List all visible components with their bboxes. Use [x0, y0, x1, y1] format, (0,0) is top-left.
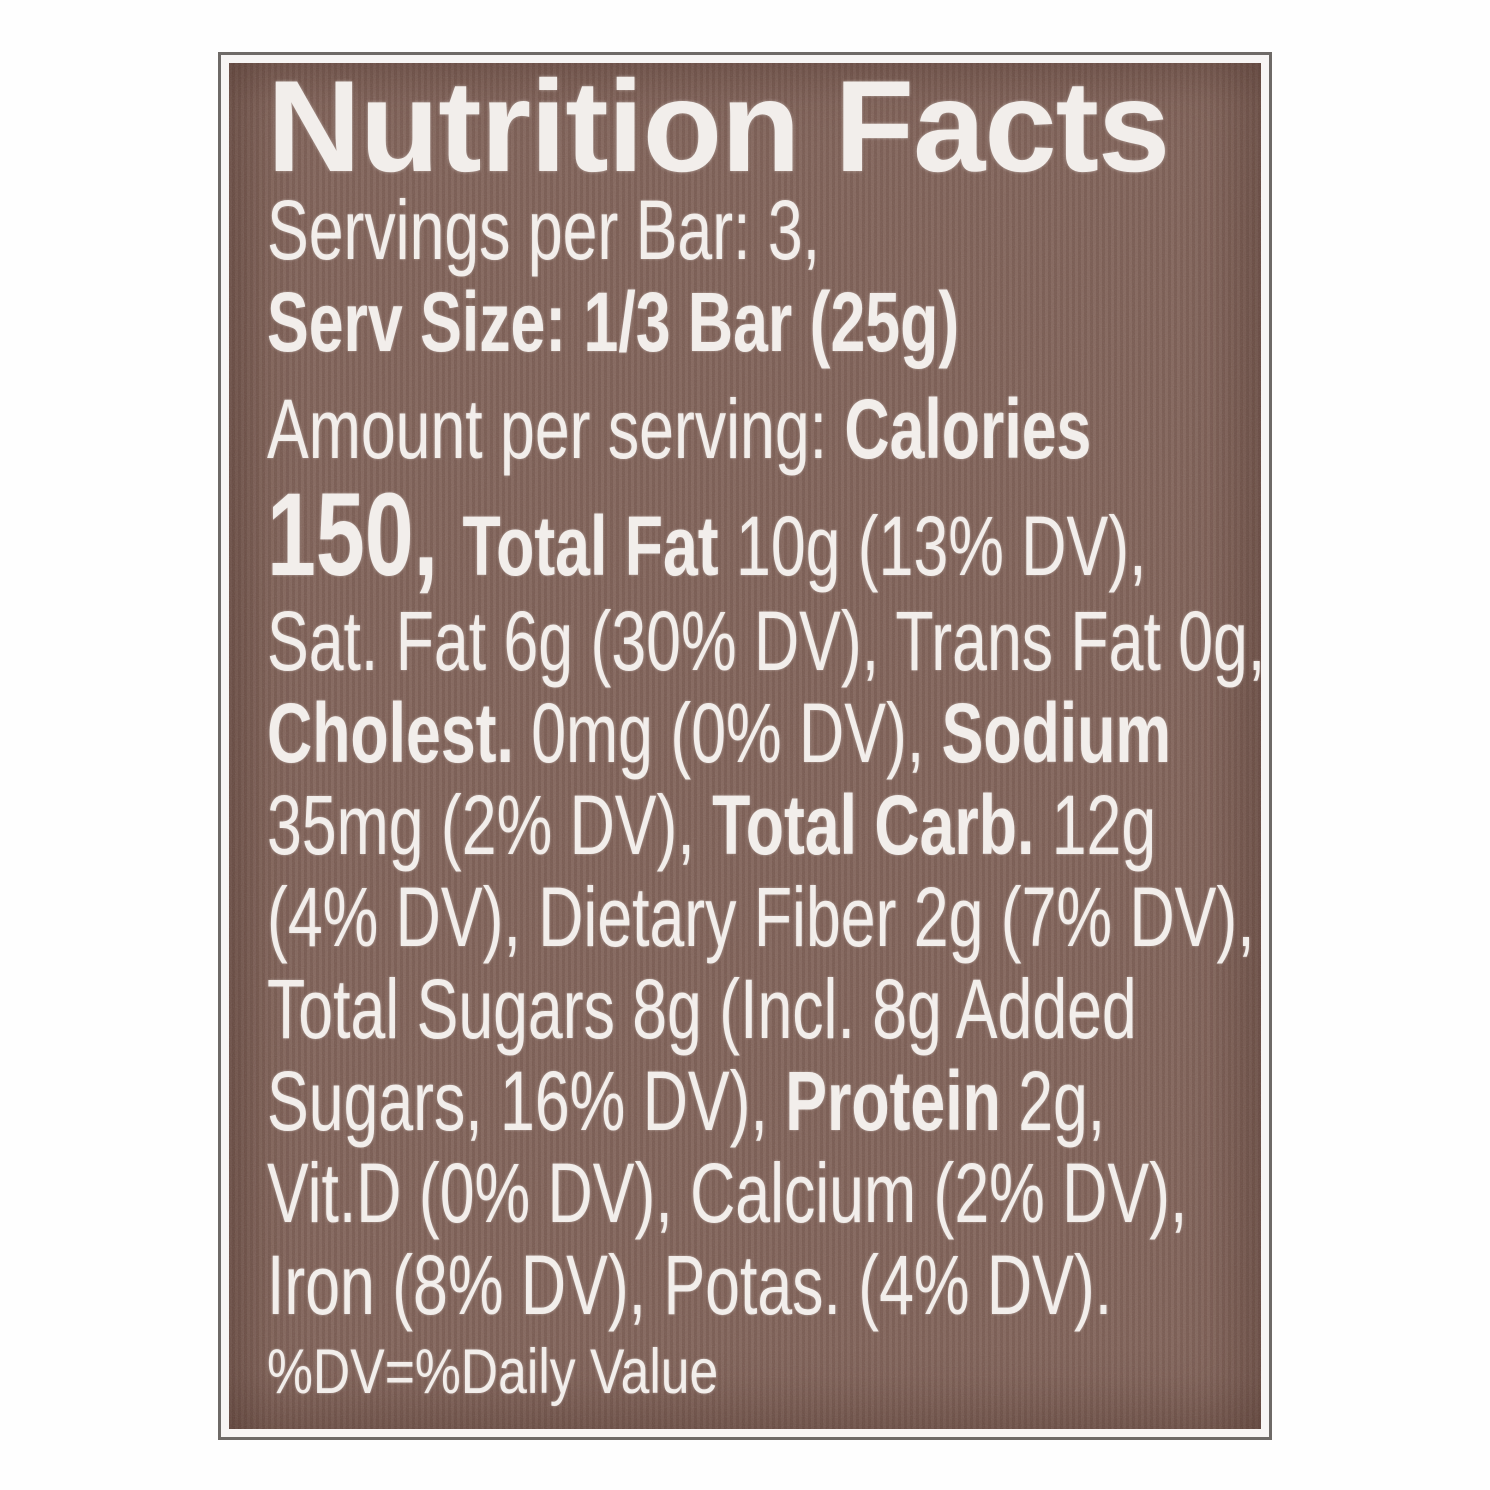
dv-footnote: %DV=%Daily Value — [267, 1337, 719, 1408]
text-segment: 10g (13% DV), — [736, 499, 1147, 594]
text-segment: 0mg (0% DV), — [531, 686, 942, 781]
label-line: Total Sugars 8g (Incl. 8g Added — [267, 963, 1137, 1055]
text-segment: Amount per serving: — [267, 382, 845, 477]
text-segment: 12g — [1051, 778, 1157, 873]
label-line: (4% DV), Dietary Fiber 2g (7% DV), — [267, 871, 1255, 963]
label-line: Vit.D (0% DV), Calcium (2% DV), — [267, 1147, 1187, 1239]
text-segment: Servings per Bar: 3, — [267, 183, 821, 278]
text-segment: Total Fat — [462, 499, 737, 594]
label-title: Nutrition Facts — [267, 63, 1170, 199]
label-line: 35mg (2% DV), Total Carb. 12g — [267, 778, 1156, 873]
label-line: Sat. Fat 6g (30% DV), Trans Fat 0g, — [267, 595, 1261, 687]
text-segment: Protein — [785, 1054, 1019, 1149]
label-line: Amount per serving: Calories — [267, 382, 1091, 477]
text-segment: (4% DV), Dietary Fiber 2g (7% DV), — [267, 870, 1255, 965]
text-segment: 2g, — [1018, 1054, 1106, 1149]
serving-info-block: Servings per Bar: 3, Serv Size: 1/3 Bar (… — [267, 184, 1261, 368]
text-segment: 35mg (2% DV), — [267, 778, 713, 873]
text-segment: Sat. Fat 6g (30% DV), Trans Fat 0g, — [267, 594, 1261, 689]
label-line: Cholest. 0mg (0% DV), Sodium — [267, 686, 1171, 781]
text-segment: Iron (8% DV), Potas. (4% DV). — [267, 1238, 1113, 1333]
text-segment: Calories — [844, 382, 1092, 477]
nutrient-details-block: Amount per serving: Calories 150, Total F… — [267, 383, 1261, 1331]
text-segment: Serv Size: 1/3 Bar (25g) — [267, 275, 960, 370]
text-segment: Sugars, 16% DV), — [267, 1054, 786, 1149]
text-segment: Total Sugars 8g (Incl. 8g Added — [267, 962, 1137, 1057]
text-segment: Sodium — [941, 686, 1172, 781]
label-line: Sugars, 16% DV), Protein 2g, — [267, 1054, 1105, 1149]
text-segment: Cholest. — [267, 686, 532, 781]
label-line: Iron (8% DV), Potas. (4% DV). — [267, 1239, 1112, 1331]
label-content: Nutrition Facts Servings per Bar: 3, Serv… — [229, 63, 1261, 1411]
nutrition-label: Nutrition Facts Servings per Bar: 3, Serv… — [218, 52, 1272, 1440]
label-surface: Nutrition Facts Servings per Bar: 3, Serv… — [229, 63, 1261, 1429]
label-line: Servings per Bar: 3, — [267, 184, 1008, 276]
text-segment: 150, — [267, 469, 463, 602]
text-segment: Vit.D (0% DV), Calcium (2% DV), — [267, 1146, 1188, 1241]
label-line: Serv Size: 1/3 Bar (25g) — [267, 276, 1008, 368]
text-segment: Total Carb. — [712, 778, 1052, 873]
label-line: 150, Total Fat 10g (13% DV), — [267, 475, 1146, 595]
